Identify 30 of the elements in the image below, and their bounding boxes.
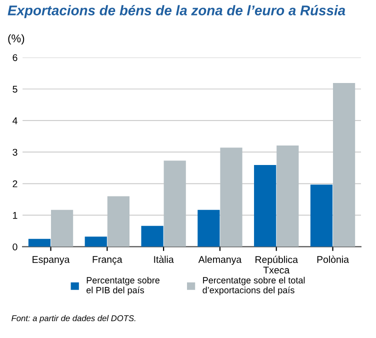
y-tick-label: 5	[12, 86, 18, 93]
x-tick-label: Espanya	[32, 256, 70, 265]
y-tick-label: 3	[12, 148, 18, 156]
x-tick-label: Alemanya	[198, 256, 242, 265]
text: Font: a partir de dades del DOTS.	[12, 315, 136, 323]
legend-label: Percentatge sobre el total d’exportacions del país	[202, 276, 305, 296]
bar	[198, 210, 220, 247]
bar	[28, 238, 51, 247]
bar	[220, 148, 242, 247]
bar	[141, 226, 164, 247]
y-tick-label: 2	[12, 180, 18, 188]
legend-label: Percentatge sobre el PIB del país	[86, 276, 160, 296]
bar	[50, 210, 74, 247]
x-tick-label: República Txeca	[256, 256, 298, 274]
bar	[84, 236, 107, 247]
bar	[332, 83, 356, 247]
bar	[254, 165, 276, 247]
y-tick-label: 4	[12, 117, 18, 124]
chart-title: Exportacions de béns de la zona de l’euro a Rússia	[8, 5, 346, 18]
y-tick-label: 1	[13, 212, 18, 219]
y-tick-label: 6	[12, 54, 18, 62]
x-tick-label: França	[92, 256, 122, 265]
bar	[164, 160, 186, 247]
bar	[310, 184, 333, 247]
y-axis-title: (%)	[8, 34, 24, 45]
bar	[276, 145, 299, 247]
bar	[107, 196, 130, 247]
x-tick-label: Polònia	[317, 256, 349, 263]
y-tick-label: 0	[12, 243, 18, 250]
x-tick-label: Itàlia	[154, 256, 174, 263]
